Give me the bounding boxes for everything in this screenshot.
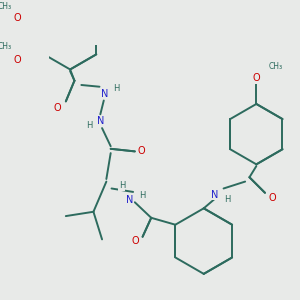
Text: N: N: [97, 116, 104, 126]
Text: O: O: [14, 56, 21, 65]
Text: CH₃: CH₃: [268, 61, 282, 70]
Text: CH₃: CH₃: [0, 42, 11, 51]
Text: CH₃: CH₃: [0, 2, 11, 10]
Text: O: O: [53, 103, 61, 113]
Text: H: H: [224, 195, 230, 204]
Text: O: O: [268, 193, 276, 203]
Text: O: O: [253, 73, 260, 83]
Text: N: N: [101, 88, 108, 99]
Text: H: H: [119, 182, 125, 190]
Text: N: N: [126, 195, 133, 205]
Text: O: O: [138, 146, 146, 156]
Text: H: H: [140, 191, 146, 200]
Text: O: O: [132, 236, 140, 246]
Text: N: N: [211, 190, 219, 200]
Text: H: H: [86, 121, 92, 130]
Text: O: O: [14, 13, 21, 23]
Text: H: H: [113, 84, 120, 93]
